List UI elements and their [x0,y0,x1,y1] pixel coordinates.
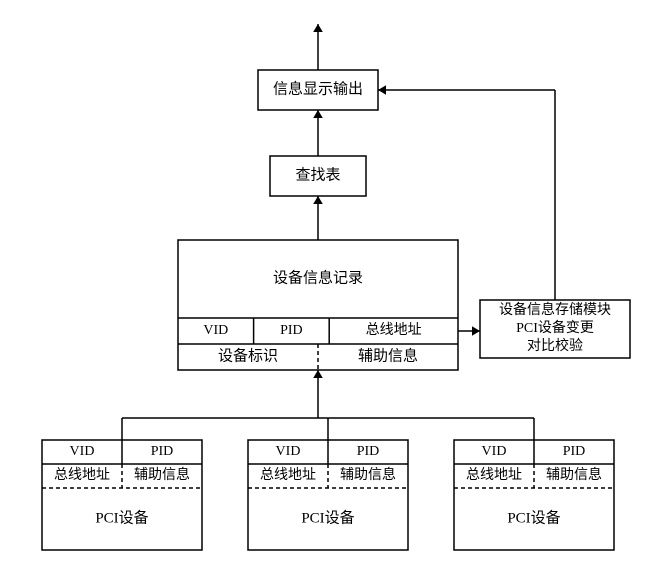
record-devid: 设备标识 [218,347,278,364]
record-bus: 总线地址 [366,322,422,338]
flowchart-canvas: 信息显示输出查找表设备信息记录VIDPID总线地址设备标识辅助信息设备信息存储模… [0,0,656,580]
pci-title: PCI设备 [507,509,560,526]
pci-title: PCI设备 [95,509,148,526]
lookup-label: 查找表 [295,166,340,183]
pci-title: PCI设备 [301,509,354,526]
storage-line1: 设备信息存储模块 [499,301,611,318]
pci-aux: 辅助信息 [546,466,602,483]
pci-pid: PID [357,444,380,459]
record-pid: PID [280,323,303,338]
pci-vid: VID [276,444,301,459]
pci-bus: 总线地址 [54,467,110,483]
pci-pid: PID [151,444,174,459]
pci-vid: VID [482,444,507,459]
record-vid: VID [203,323,228,338]
pci-pid: PID [563,444,586,459]
storage-line3: 对比校验 [527,337,583,354]
output-label: 信息显示输出 [273,80,363,97]
pci-aux: 辅助信息 [340,466,396,483]
pci-bus: 总线地址 [466,467,522,483]
storage-line2: PCI设备变更 [516,319,594,336]
record-title: 设备信息记录 [273,269,363,286]
pci-vid: VID [70,444,95,459]
pci-bus: 总线地址 [260,467,316,483]
record-aux: 辅助信息 [358,347,418,364]
pci-aux: 辅助信息 [134,466,190,483]
